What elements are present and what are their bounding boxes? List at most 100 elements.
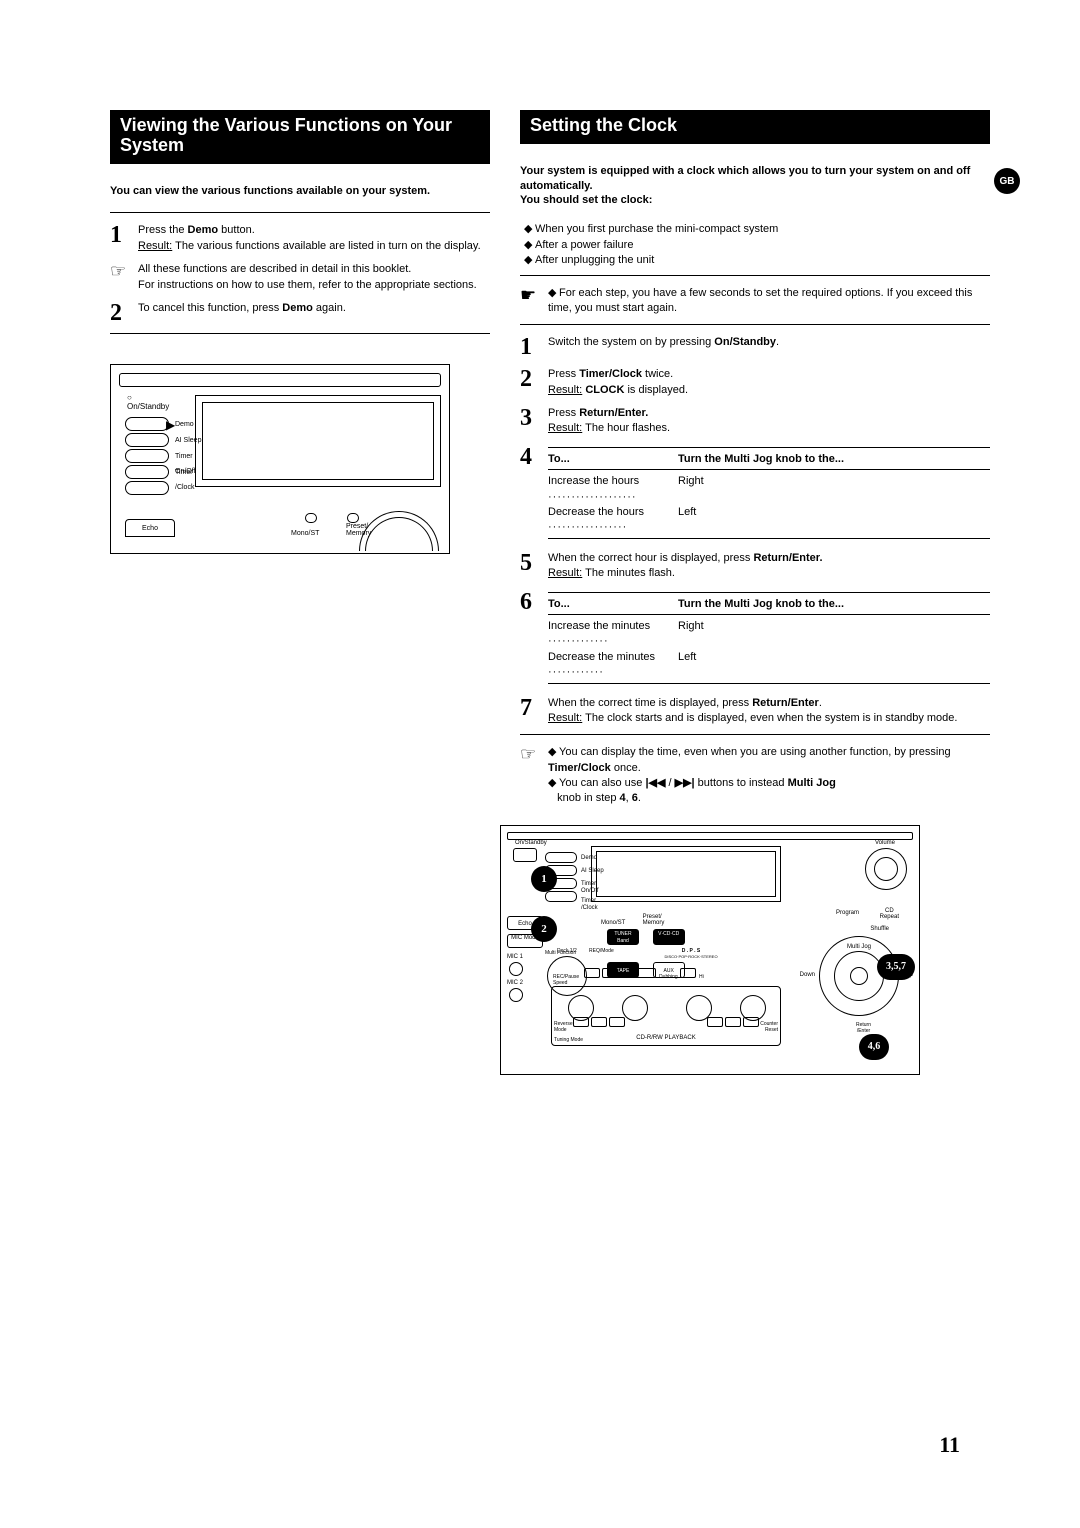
t: 6 (632, 792, 638, 804)
t: You can also use (559, 777, 645, 789)
right-title: Setting the Clock (520, 110, 990, 144)
left-note: ☞ All these functions are described in d… (110, 262, 490, 293)
right-step-1: 1 Switch the system on by pressing On/St… (520, 335, 990, 359)
left-step-1: 1 Press the Demo button. Result: The var… (110, 223, 490, 254)
t: Timer/Clock (579, 368, 642, 380)
left-diagram: On/Standby ▶ Demo AI Sleep Timer On/Off … (110, 364, 450, 554)
hand-icon: ☛ (520, 286, 548, 304)
lbl: Down (800, 972, 815, 978)
t: button. (218, 224, 255, 236)
t: knob in step (557, 792, 619, 804)
lbl-onstandby: On/Standby (127, 393, 169, 411)
t: The clock starts and is displayed, even … (582, 712, 957, 724)
right-bullets: ◆ When you first purchase the mini-compac… (524, 222, 990, 268)
t: For instructions on how to use them, ref… (138, 279, 477, 291)
td: Increase the hours (548, 475, 639, 487)
lbl: REQ/Mode (589, 948, 614, 954)
td: Decrease the minutes (548, 651, 655, 663)
lbl: DISCO·POP·ROCK·STEREO (601, 954, 781, 959)
right-diagram: On/Standby Demo AI Sleep Timer On/Off Ti… (500, 825, 920, 1075)
t: After unplugging the unit (535, 254, 654, 266)
t: All these functions are described in det… (138, 263, 411, 275)
lbl: Multi Function (545, 950, 576, 956)
lbl: Mono/ST (601, 920, 641, 926)
t: twice. (642, 368, 673, 380)
lbl: Shuffle (870, 926, 889, 932)
t: Switch the system on by pressing (548, 336, 714, 348)
callout-2: 2 (531, 916, 557, 942)
t: Your system is equipped with a clock whi… (520, 165, 970, 192)
t: On/Standby (714, 336, 776, 348)
lbl: On/Standby (515, 840, 547, 846)
t: The hour flashes. (582, 422, 670, 434)
callout-1: 1 (531, 866, 557, 892)
t: Return/Enter. (579, 407, 648, 419)
right-step-7: 7 When the correct time is displayed, pr… (520, 696, 990, 727)
n: 3 (520, 406, 548, 430)
t: Result: (548, 422, 582, 434)
lbl: CD Repeat (880, 908, 899, 920)
step-num: 2 (110, 301, 138, 325)
t: buttons to instead (698, 777, 788, 789)
t: again. (313, 302, 346, 314)
lbl: Volume (875, 840, 895, 846)
t: Press the (138, 224, 188, 236)
td: Right (678, 474, 704, 505)
t: For each step, you have a few seconds to… (548, 287, 972, 314)
lbl: MIC 1 (507, 954, 523, 960)
n: 4 (520, 445, 548, 469)
lbl: D . P . S (682, 948, 701, 954)
t: Result: (548, 712, 582, 724)
right-step-5: 5 When the correct hour is displayed, pr… (520, 551, 990, 582)
t: Return/Enter (752, 697, 819, 709)
right-tip: ☞ ◆ You can display the time, even when y… (520, 745, 990, 807)
lbl: Dubbing (659, 974, 678, 980)
td: Right (678, 619, 704, 650)
t: Result: (548, 567, 582, 579)
t: . (776, 336, 779, 348)
diamond-icon: ◆ (524, 222, 531, 237)
t: You can display the time, even when you … (559, 746, 951, 758)
n: 6 (520, 590, 548, 614)
td: Left (678, 650, 696, 681)
th: Turn the Multi Jog knob to the... (678, 452, 844, 467)
arrow-icon: ▶ (166, 418, 175, 432)
page-number: 11 (939, 1432, 960, 1458)
t: Demo (282, 302, 313, 314)
lbl: Return /Enter (856, 1022, 871, 1034)
diamond-icon: ◆ (524, 253, 531, 268)
th: To... (548, 452, 678, 467)
lbl: CD (620, 974, 627, 980)
diamond-icon: ◆ (548, 286, 555, 301)
t: Result: (548, 384, 582, 396)
t: Press (548, 407, 579, 419)
t: The various functions available are list… (172, 240, 480, 252)
step-body: To cancel this function, press Demo agai… (138, 301, 490, 316)
t: To cancel this function, press (138, 302, 282, 314)
callout-46: 4,6 (859, 1034, 889, 1060)
lbl: Program (836, 910, 859, 916)
n: 2 (520, 367, 548, 391)
left-step-2: 2 To cancel this function, press Demo ag… (110, 301, 490, 325)
lbl: TUNER Band (607, 929, 639, 945)
t: When you first purchase the mini-compact… (535, 223, 778, 235)
t: Press (548, 368, 579, 380)
th: To... (548, 597, 678, 612)
t: CLOCK (585, 384, 624, 396)
pointer-icon: ☞ (110, 262, 138, 280)
t: When the correct hour is displayed, pres… (548, 552, 753, 564)
n: 1 (520, 335, 548, 359)
note-body: All these functions are described in det… (138, 262, 490, 293)
t: Multi Jog (788, 777, 836, 789)
td: Decrease the hours (548, 506, 644, 518)
t: The minutes flash. (582, 567, 675, 579)
gb-badge: GB (994, 168, 1020, 194)
lbl-mono: Mono/ST (291, 530, 319, 537)
diamond-icon: ◆ (548, 745, 555, 760)
t: Timer/Clock (548, 762, 611, 774)
callout-357: 3,5,7 (877, 954, 915, 980)
td: Left (678, 505, 696, 536)
t: once. (611, 762, 641, 774)
diamond-icon: ◆ (524, 238, 531, 253)
pointer-icon: ☞ (520, 745, 548, 763)
